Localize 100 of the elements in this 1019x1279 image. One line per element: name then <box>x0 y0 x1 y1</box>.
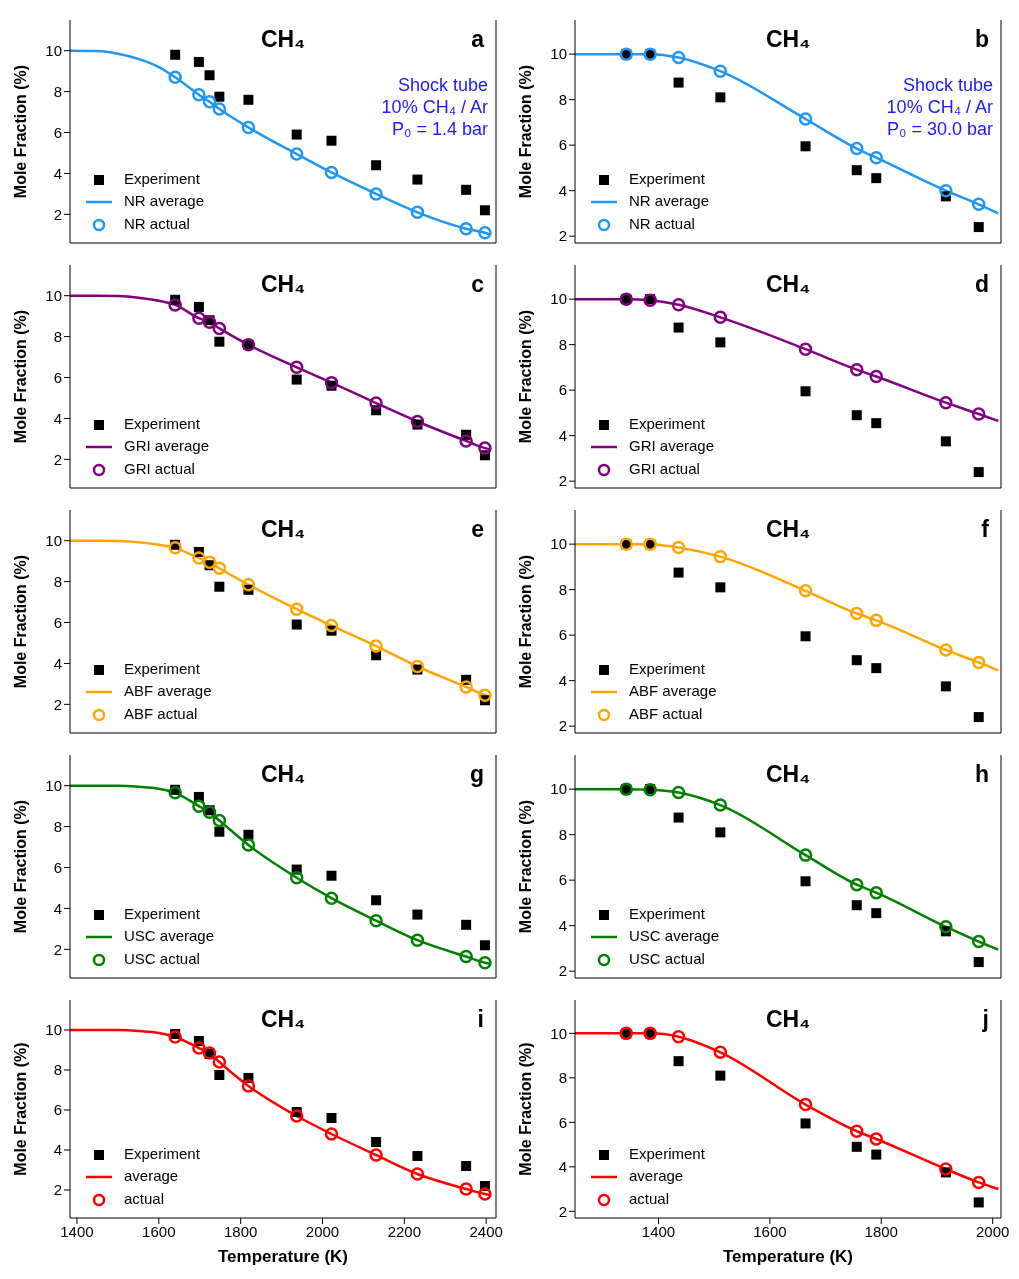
annotation: c <box>471 271 484 297</box>
point <box>850 606 864 621</box>
point <box>869 885 884 900</box>
point <box>671 1029 686 1044</box>
x-tick-label: 1800 <box>864 1222 898 1240</box>
y-axis-title: Mole Fraction (%) <box>516 554 534 689</box>
point <box>289 147 304 161</box>
y-axis-title: Mole Fraction (%) <box>516 1042 534 1176</box>
annotation: b <box>974 26 989 52</box>
annotation: d <box>974 271 989 297</box>
point <box>798 342 813 356</box>
point <box>289 360 304 375</box>
annotation: P₀ = 30.0 bar <box>886 119 993 139</box>
y-axis-title: Mole Fraction (%) <box>11 554 29 689</box>
point <box>478 226 492 240</box>
x-tick-label: 1600 <box>142 1222 176 1240</box>
y-tick-label: 2 <box>53 205 62 223</box>
point <box>369 913 383 928</box>
point <box>170 49 181 60</box>
point <box>204 70 215 81</box>
point <box>369 187 383 201</box>
annotation: a <box>471 26 484 52</box>
y-tick-label: 2 <box>53 1181 62 1199</box>
point <box>459 949 473 964</box>
annotation: Shock tube <box>397 75 488 95</box>
point <box>800 631 811 642</box>
legend-label: GRI actual <box>124 459 195 477</box>
point <box>871 1149 882 1160</box>
point <box>412 1151 423 1161</box>
y-axis-title: Mole Fraction (%) <box>11 309 29 444</box>
point <box>713 798 728 812</box>
point <box>478 441 492 455</box>
point <box>168 786 182 800</box>
x-tick-label: 1600 <box>753 1222 787 1240</box>
point <box>939 1162 953 1176</box>
y-tick-label: 2 <box>558 472 567 490</box>
point <box>478 955 492 970</box>
y-tick-label: 10 <box>550 780 567 798</box>
legend-label: GRI actual <box>629 459 700 477</box>
point <box>971 934 986 949</box>
point <box>713 549 728 564</box>
y-tick-label: 2 <box>558 1202 567 1220</box>
x-tick-label: 2200 <box>387 1222 422 1240</box>
point <box>671 785 686 800</box>
point <box>939 395 953 410</box>
annotation: Shock tube <box>902 75 993 95</box>
point <box>800 141 811 152</box>
point <box>243 94 254 105</box>
point <box>202 555 217 569</box>
point <box>671 540 686 555</box>
legend-label: NR average <box>124 192 205 209</box>
point <box>168 1030 182 1044</box>
point <box>673 567 684 578</box>
legend-label: actual <box>629 1189 670 1207</box>
x-tick-label: 2000 <box>305 1222 340 1240</box>
point <box>324 618 339 633</box>
legend-label: Experiment <box>629 414 705 432</box>
point <box>241 120 256 135</box>
legend-label: Experiment <box>629 659 705 677</box>
point <box>241 577 256 592</box>
point <box>371 160 382 171</box>
legend-label: ABF actual <box>629 704 703 722</box>
annotation: 10% CH₄ / Ar <box>886 97 993 117</box>
point <box>971 197 986 212</box>
y-tick-label: 10 <box>45 777 62 795</box>
point <box>798 848 813 862</box>
legend-label: USC actual <box>629 949 705 967</box>
legend-label: USC average <box>124 927 215 944</box>
point <box>371 895 382 906</box>
y-tick-label: 4 <box>53 899 62 917</box>
point <box>973 467 984 478</box>
point <box>212 1055 227 1069</box>
legend-label: Experiment <box>124 659 200 677</box>
legend-label: Experiment <box>629 1144 705 1162</box>
point <box>369 1148 383 1162</box>
point <box>851 165 862 176</box>
y-axis-title: Mole Fraction (%) <box>516 799 534 934</box>
y-tick-label: 6 <box>53 613 62 631</box>
y-tick-label: 8 <box>53 82 62 100</box>
x-axis-title: Temperature (K) <box>217 1247 349 1266</box>
point <box>371 1137 382 1147</box>
point <box>291 129 302 140</box>
point <box>869 1132 884 1146</box>
point <box>939 183 953 198</box>
point <box>214 1070 225 1080</box>
point <box>202 805 217 820</box>
point <box>459 680 473 694</box>
point <box>214 91 225 102</box>
y-tick-label: 8 <box>53 1061 62 1079</box>
chart-title: CH₄ <box>260 26 306 52</box>
y-tick-label: 2 <box>558 962 567 980</box>
y-tick-label: 8 <box>558 825 567 843</box>
point <box>871 418 882 429</box>
y-tick-label: 10 <box>550 45 567 63</box>
point <box>798 584 813 598</box>
point <box>971 1175 986 1190</box>
y-tick-label: 8 <box>558 1069 567 1087</box>
chart-title: CH₄ <box>260 1006 306 1032</box>
point <box>212 321 227 336</box>
point <box>673 812 684 823</box>
